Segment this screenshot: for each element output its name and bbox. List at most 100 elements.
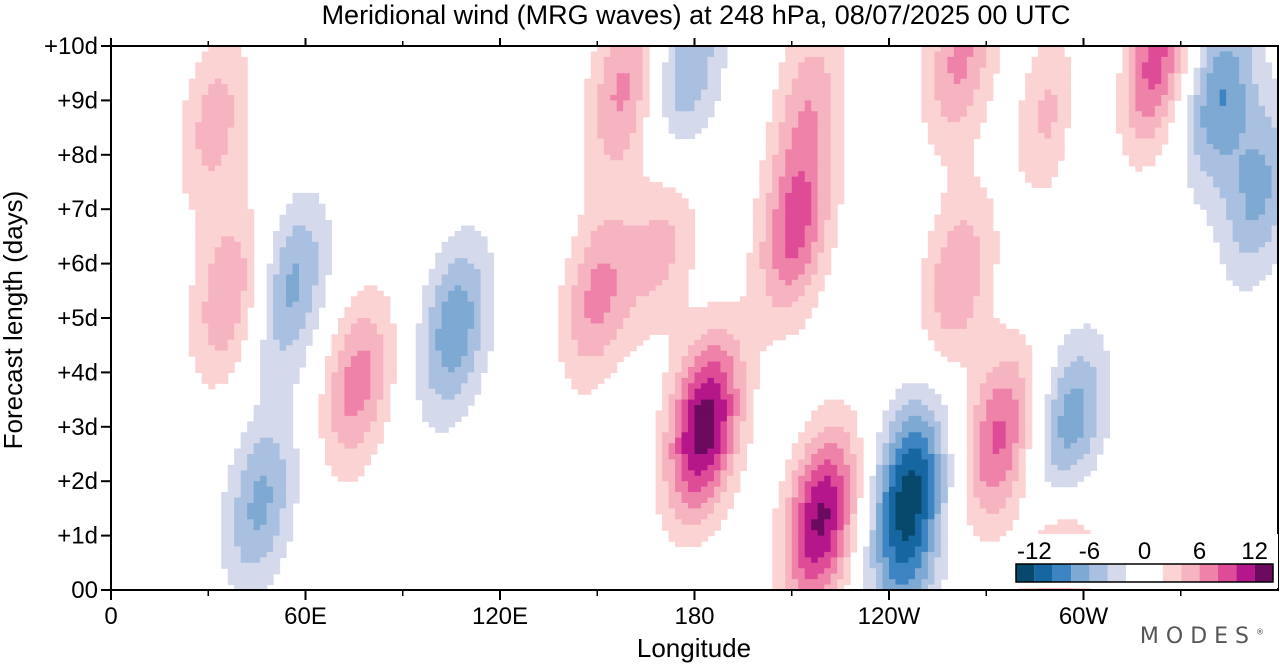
heatmap-cell bbox=[474, 312, 482, 319]
heatmap-cell bbox=[474, 328, 482, 335]
heatmap-cell bbox=[940, 100, 948, 107]
heatmap-cell bbox=[953, 89, 961, 96]
heatmap-cell bbox=[623, 307, 631, 314]
heatmap-cell bbox=[986, 67, 994, 74]
heatmap-cell bbox=[227, 198, 235, 205]
heatmap-cell bbox=[448, 356, 456, 363]
heatmap-cell bbox=[234, 301, 242, 308]
heatmap-cell bbox=[467, 252, 475, 259]
heatmap-cell bbox=[759, 176, 767, 183]
heatmap-cell bbox=[597, 176, 605, 183]
heatmap-cell bbox=[1089, 383, 1098, 390]
heatmap-cell bbox=[1038, 51, 1046, 58]
heatmap-cell bbox=[201, 230, 209, 237]
heatmap-cell bbox=[765, 225, 773, 232]
heatmap-cell bbox=[318, 296, 326, 303]
heatmap-cell bbox=[603, 78, 611, 85]
heatmap-cell bbox=[759, 165, 767, 172]
heatmap-cell bbox=[817, 203, 825, 210]
heatmap-cell bbox=[947, 258, 955, 265]
heatmap-cell bbox=[1077, 328, 1085, 335]
heatmap-cell bbox=[1038, 89, 1046, 96]
heatmap-cell bbox=[973, 111, 981, 118]
heatmap-cell bbox=[1200, 154, 1208, 161]
heatmap-cell bbox=[960, 154, 968, 161]
heatmap-cell bbox=[1252, 89, 1260, 96]
heatmap-cell bbox=[668, 285, 676, 292]
heatmap-cell bbox=[188, 307, 196, 314]
heatmap-cell bbox=[1187, 138, 1195, 145]
heatmap-cell bbox=[1245, 247, 1253, 254]
heatmap-cell bbox=[960, 51, 968, 58]
heatmap-cell bbox=[616, 116, 624, 123]
heatmap-cell bbox=[668, 356, 676, 363]
heatmap-cell bbox=[1057, 356, 1065, 363]
heatmap-cell bbox=[286, 263, 294, 270]
heatmap-cell bbox=[1239, 230, 1247, 237]
heatmap-cell bbox=[830, 209, 838, 216]
heatmap-cell bbox=[681, 394, 689, 401]
heatmap-cell bbox=[843, 410, 851, 417]
heatmap-cell bbox=[934, 405, 942, 412]
heatmap-cell bbox=[221, 372, 229, 379]
heatmap-cell bbox=[636, 285, 644, 292]
heatmap-cell bbox=[1258, 236, 1266, 243]
heatmap-cell bbox=[830, 133, 838, 140]
heatmap-cell bbox=[227, 78, 235, 85]
heatmap-cell bbox=[655, 203, 663, 210]
heatmap-cell bbox=[772, 323, 780, 330]
heatmap-cell bbox=[1089, 377, 1098, 384]
heatmap-cell bbox=[1089, 366, 1098, 373]
heatmap-cell bbox=[927, 111, 935, 118]
heatmap-cell bbox=[1258, 230, 1266, 237]
heatmap-cell bbox=[1135, 73, 1143, 80]
heatmap-cell bbox=[240, 296, 248, 303]
heatmap-cell bbox=[791, 258, 799, 265]
heatmap-cell bbox=[234, 143, 242, 150]
heatmap-cell bbox=[752, 274, 760, 281]
heatmap-cell bbox=[1213, 46, 1221, 53]
heatmap-cell bbox=[610, 214, 618, 221]
heatmap-cell bbox=[597, 290, 605, 297]
heatmap-cell bbox=[629, 258, 637, 265]
heatmap-cell bbox=[1245, 149, 1253, 156]
heatmap-cell bbox=[467, 274, 475, 281]
heatmap-cell bbox=[688, 127, 696, 134]
heatmap-cell bbox=[953, 214, 961, 221]
heatmap-cell bbox=[564, 307, 572, 314]
heatmap-cell bbox=[286, 214, 294, 221]
heatmap-cell bbox=[376, 394, 384, 401]
heatmap-cell bbox=[960, 339, 968, 346]
heatmap-cell bbox=[1219, 133, 1227, 140]
heatmap-cell bbox=[824, 209, 832, 216]
heatmap-cell bbox=[623, 209, 631, 216]
heatmap-cell bbox=[558, 350, 566, 357]
heatmap-cell bbox=[616, 198, 624, 205]
heatmap-cell bbox=[279, 405, 287, 412]
heatmap-cell bbox=[785, 301, 793, 308]
heatmap-cell bbox=[1252, 143, 1260, 150]
heatmap-cell bbox=[798, 127, 806, 134]
heatmap-cell bbox=[286, 312, 294, 319]
heatmap-cell bbox=[1219, 149, 1227, 156]
heatmap-cell bbox=[1226, 67, 1234, 74]
heatmap-cell bbox=[1051, 122, 1059, 129]
heatmap-cell bbox=[376, 350, 384, 357]
heatmap-cell bbox=[616, 209, 624, 216]
heatmap-cell bbox=[772, 252, 780, 259]
heatmap-cell bbox=[947, 100, 955, 107]
heatmap-cell bbox=[318, 252, 326, 259]
heatmap-cell bbox=[597, 366, 605, 373]
heatmap-cell bbox=[713, 377, 722, 384]
heatmap-cell bbox=[344, 410, 352, 417]
heatmap-cell bbox=[1031, 154, 1039, 161]
heatmap-cell bbox=[616, 127, 624, 134]
heatmap-cell bbox=[201, 171, 209, 178]
heatmap-cell bbox=[636, 149, 644, 156]
heatmap-cell bbox=[662, 318, 670, 325]
heatmap-cell bbox=[1193, 116, 1201, 123]
heatmap-cell bbox=[817, 154, 825, 161]
heatmap-cell bbox=[422, 328, 430, 335]
heatmap-cell bbox=[726, 356, 734, 363]
heatmap-cell bbox=[707, 328, 715, 335]
